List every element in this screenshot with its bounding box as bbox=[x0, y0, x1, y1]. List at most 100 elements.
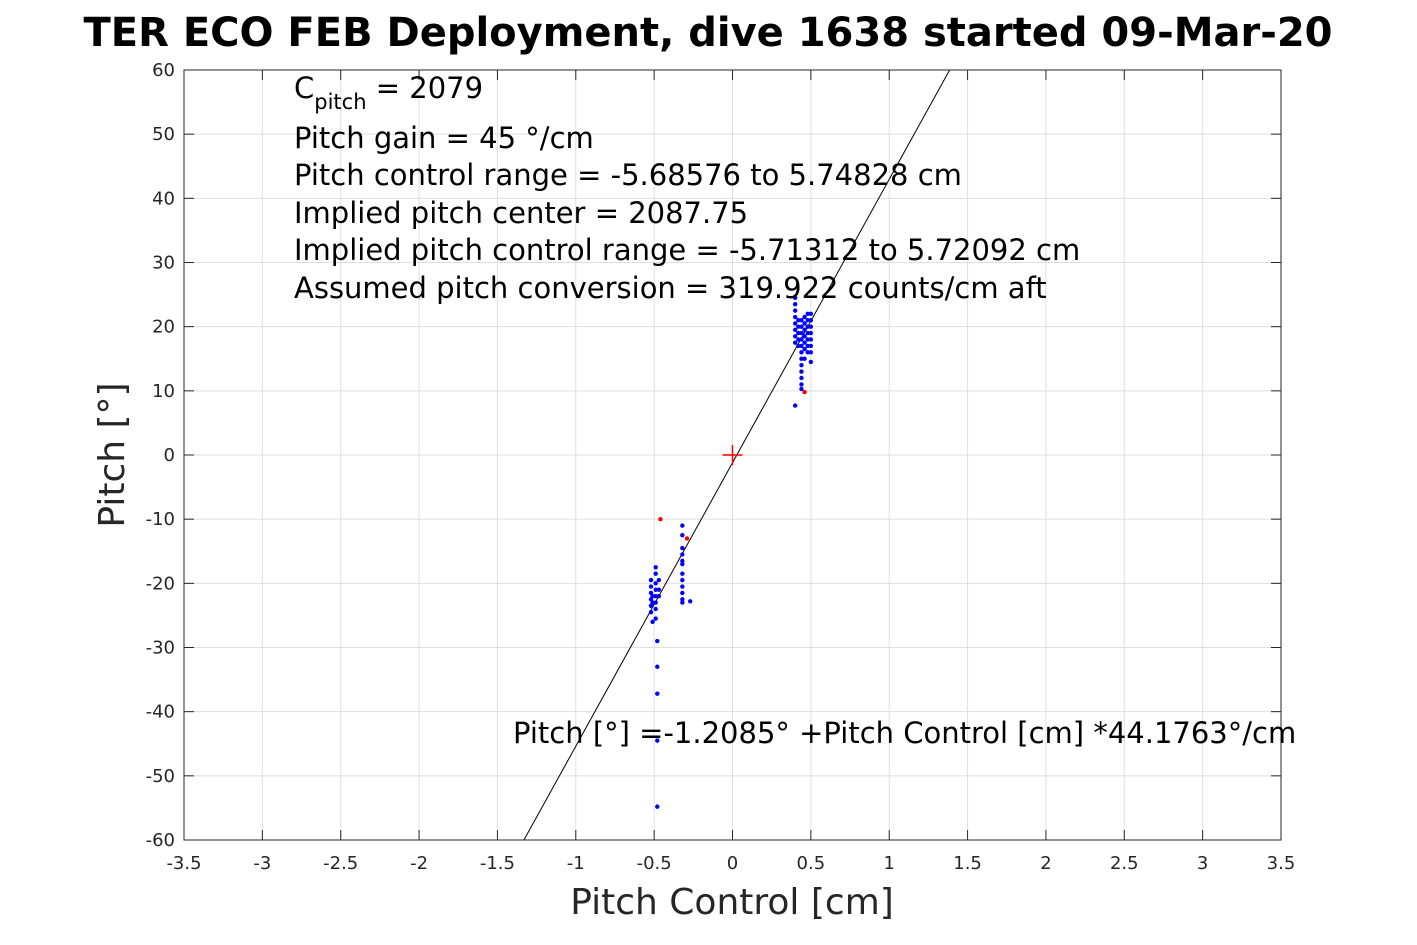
data-point bbox=[655, 738, 660, 743]
data-point bbox=[799, 318, 804, 323]
x-tick-label: -2 bbox=[410, 853, 428, 874]
data-point bbox=[796, 337, 801, 342]
x-tick-label: 3 bbox=[1197, 853, 1208, 874]
data-point bbox=[653, 565, 658, 570]
data-point bbox=[655, 691, 660, 696]
data-point bbox=[799, 362, 804, 368]
x-tick-label: 2.5 bbox=[1110, 853, 1139, 874]
data-point bbox=[680, 577, 685, 583]
pitch-control-range-annotation: Pitch control range = -5.68576 to 5.7482… bbox=[294, 158, 962, 192]
pitch-gain-annotation: Pitch gain = 45 °/cm bbox=[294, 121, 594, 155]
data-point bbox=[687, 599, 693, 604]
plot-frame bbox=[183, 69, 1282, 841]
data-point bbox=[650, 593, 655, 599]
center-marker-group bbox=[722, 445, 743, 465]
data-point bbox=[680, 561, 685, 567]
data-point bbox=[808, 337, 814, 342]
y-tick-label: -20 bbox=[146, 573, 175, 594]
data-point bbox=[792, 295, 798, 300]
y-tick-label: -50 bbox=[146, 766, 175, 787]
data-point bbox=[653, 600, 658, 605]
data-point bbox=[805, 324, 810, 329]
data-point bbox=[799, 324, 804, 329]
data-point bbox=[808, 330, 814, 336]
data-point bbox=[799, 386, 804, 392]
y-tick-label: -60 bbox=[146, 830, 175, 851]
x-tick-label: -2.5 bbox=[323, 853, 358, 874]
data-point bbox=[805, 318, 810, 323]
y-axis-label: Pitch [°] bbox=[92, 382, 133, 527]
data-point bbox=[802, 321, 807, 326]
data-point bbox=[656, 577, 662, 583]
x-tick-label: 3.5 bbox=[1267, 853, 1296, 874]
data-point bbox=[792, 321, 798, 326]
data-point bbox=[792, 340, 798, 345]
data-point bbox=[796, 343, 801, 349]
x-tick-label: -1 bbox=[567, 853, 585, 874]
data-point bbox=[808, 343, 814, 349]
cpitch-base: C bbox=[294, 71, 314, 105]
data-point bbox=[802, 314, 807, 320]
ticks: -3.5 -3 -2.5 -2 -1.5 -1 -0.5 0 0.5 1 1.5 2 2.5 3 3.5 -6… bbox=[146, 60, 1296, 874]
data-point bbox=[653, 593, 658, 599]
x-tick-label: -3 bbox=[253, 853, 271, 874]
data-point bbox=[648, 610, 654, 615]
data-point bbox=[792, 327, 798, 333]
x-axis-label: Pitch Control [cm] bbox=[570, 882, 894, 923]
data-point bbox=[653, 606, 658, 612]
data-point bbox=[799, 330, 804, 336]
data-points bbox=[648, 295, 814, 809]
data-point bbox=[796, 330, 801, 336]
data-point bbox=[799, 350, 804, 355]
data-point bbox=[792, 308, 798, 313]
implied-center-annotation: Implied pitch center = 2087.75 bbox=[294, 196, 748, 230]
y-tick-label: 20 bbox=[152, 317, 175, 338]
data-point bbox=[799, 369, 804, 374]
data-point bbox=[656, 593, 662, 599]
data-point bbox=[808, 359, 814, 365]
data-point bbox=[808, 350, 814, 355]
data-point bbox=[655, 664, 660, 669]
data-point bbox=[680, 523, 685, 528]
x-tick-label: 0.5 bbox=[797, 853, 826, 874]
cpitch-annotation: Cpitch = 2079 bbox=[294, 71, 483, 114]
data-point bbox=[805, 343, 810, 349]
data-point bbox=[799, 337, 804, 342]
implied-range-annotation: Implied pitch control range = -5.71312 t… bbox=[294, 233, 1080, 267]
x-tick-label: -1.5 bbox=[480, 853, 515, 874]
chart-title: TER ECO FEB Deployment, dive 1638 starte… bbox=[83, 10, 1332, 56]
data-point bbox=[808, 311, 814, 317]
data-point bbox=[805, 311, 810, 317]
data-point bbox=[680, 597, 685, 602]
data-point bbox=[680, 545, 685, 551]
data-point bbox=[808, 324, 814, 329]
data-point bbox=[802, 334, 807, 339]
x-tick-label: 2 bbox=[1040, 853, 1051, 874]
fit-equation: Pitch [°] =-1.2085° +Pitch Control [cm] … bbox=[513, 716, 1296, 750]
highlight-point bbox=[802, 389, 807, 395]
data-point bbox=[802, 340, 807, 345]
data-point bbox=[680, 600, 685, 605]
x-tick-label: 1.5 bbox=[953, 853, 982, 874]
data-point bbox=[653, 616, 658, 621]
data-point bbox=[802, 356, 807, 361]
data-point bbox=[680, 533, 685, 538]
data-point bbox=[648, 577, 654, 583]
data-point bbox=[799, 382, 804, 387]
data-point bbox=[653, 571, 658, 576]
data-point bbox=[808, 318, 814, 323]
data-point bbox=[653, 587, 658, 592]
data-point bbox=[799, 356, 804, 361]
data-point bbox=[802, 327, 807, 333]
x-tick-label: -3.5 bbox=[166, 853, 201, 874]
data-point bbox=[655, 804, 660, 809]
y-tick-label: 10 bbox=[152, 381, 175, 402]
data-point bbox=[792, 334, 798, 339]
data-point bbox=[792, 314, 798, 320]
data-point bbox=[799, 343, 804, 349]
x-tick-label: 0 bbox=[727, 853, 738, 874]
y-tick-label: -40 bbox=[146, 702, 175, 723]
y-tick-label: 0 bbox=[164, 445, 175, 466]
y-tick-label: 30 bbox=[152, 253, 175, 274]
